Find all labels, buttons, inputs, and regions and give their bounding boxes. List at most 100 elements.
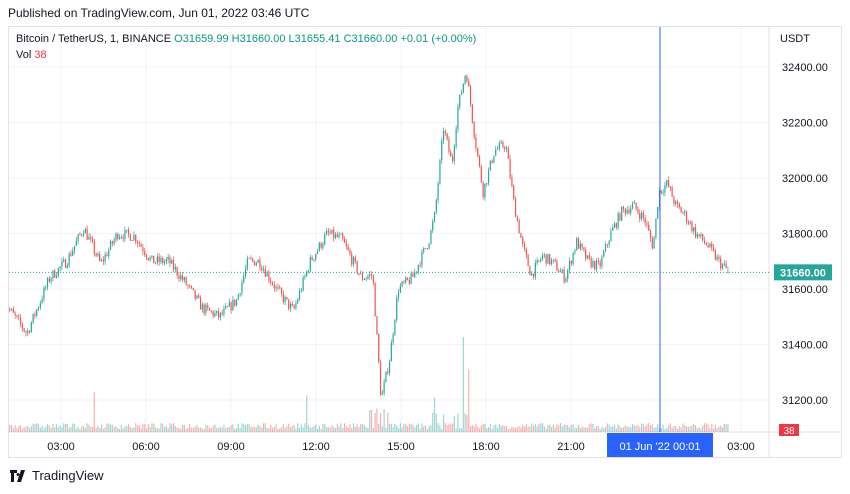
candle[interactable] xyxy=(475,133,477,152)
candle[interactable] xyxy=(183,276,185,283)
candle[interactable] xyxy=(518,218,520,234)
candle[interactable] xyxy=(55,271,58,279)
candle[interactable] xyxy=(108,247,110,260)
candle[interactable] xyxy=(642,210,644,221)
candle[interactable] xyxy=(675,199,677,206)
candle[interactable] xyxy=(450,149,452,157)
candle[interactable] xyxy=(208,307,211,311)
candle[interactable] xyxy=(401,280,403,288)
candle[interactable] xyxy=(392,331,394,346)
candle[interactable] xyxy=(579,240,581,252)
candle[interactable] xyxy=(466,74,468,83)
candle[interactable] xyxy=(331,229,333,235)
candle[interactable] xyxy=(309,254,311,273)
candle[interactable] xyxy=(433,211,436,223)
candle[interactable] xyxy=(320,241,322,250)
candle[interactable] xyxy=(556,258,558,272)
candle[interactable] xyxy=(282,290,284,305)
candle[interactable] xyxy=(630,204,632,216)
candle[interactable] xyxy=(651,235,653,250)
candle[interactable] xyxy=(603,249,605,258)
candle[interactable] xyxy=(318,241,320,252)
candle[interactable] xyxy=(46,276,49,291)
candle[interactable] xyxy=(495,145,497,157)
candle[interactable] xyxy=(212,310,214,319)
candle[interactable] xyxy=(687,219,689,226)
candle[interactable] xyxy=(259,256,261,272)
candle[interactable] xyxy=(572,252,574,267)
candle[interactable] xyxy=(424,248,427,249)
candle[interactable] xyxy=(228,298,230,307)
legend-symbol[interactable]: Bitcoin / TetherUS, 1, BINANCE xyxy=(16,33,172,45)
candle[interactable] xyxy=(538,259,540,263)
candle[interactable] xyxy=(70,250,72,257)
candle[interactable] xyxy=(244,264,247,279)
candle[interactable] xyxy=(522,235,524,248)
candle[interactable] xyxy=(187,283,189,290)
candle[interactable] xyxy=(315,253,317,262)
candle[interactable] xyxy=(221,309,223,316)
candle[interactable] xyxy=(509,155,511,180)
candle[interactable] xyxy=(608,239,610,249)
candle[interactable] xyxy=(696,232,698,240)
candle[interactable] xyxy=(523,241,526,252)
candle[interactable] xyxy=(302,275,304,292)
candle[interactable] xyxy=(104,251,106,265)
candle[interactable] xyxy=(559,267,562,273)
candle[interactable] xyxy=(160,255,162,265)
candle[interactable] xyxy=(246,255,248,271)
candle[interactable] xyxy=(585,247,587,262)
candle[interactable] xyxy=(327,227,329,236)
candle[interactable] xyxy=(210,309,212,314)
candle[interactable] xyxy=(95,252,97,258)
candle[interactable] xyxy=(232,295,234,312)
candle[interactable] xyxy=(313,258,315,262)
candle[interactable] xyxy=(307,269,310,274)
candle[interactable] xyxy=(138,240,140,247)
candle[interactable] xyxy=(442,127,445,145)
candle[interactable] xyxy=(304,273,306,281)
candle[interactable] xyxy=(545,254,547,267)
candle[interactable] xyxy=(149,255,151,262)
candle[interactable] xyxy=(486,182,488,187)
candle[interactable] xyxy=(306,270,308,277)
candle[interactable] xyxy=(196,294,198,300)
candle[interactable] xyxy=(322,241,324,251)
candle[interactable] xyxy=(714,248,716,261)
candle[interactable] xyxy=(671,185,673,198)
candle[interactable] xyxy=(201,302,203,313)
candle[interactable] xyxy=(707,242,709,249)
candle[interactable] xyxy=(444,128,446,136)
candle[interactable] xyxy=(414,268,416,279)
candle[interactable] xyxy=(592,258,594,269)
candle[interactable] xyxy=(198,292,200,299)
candle[interactable] xyxy=(345,239,347,250)
candle[interactable] xyxy=(190,285,193,290)
candle[interactable] xyxy=(324,231,326,246)
candle[interactable] xyxy=(297,297,299,305)
candle[interactable] xyxy=(390,339,392,362)
candle[interactable] xyxy=(174,263,176,273)
candle[interactable] xyxy=(468,78,470,87)
candle[interactable] xyxy=(500,139,502,144)
candle[interactable] xyxy=(577,237,580,249)
candle[interactable] xyxy=(165,256,167,265)
candle[interactable] xyxy=(351,250,353,267)
candle[interactable] xyxy=(19,314,22,328)
candle[interactable] xyxy=(446,132,448,141)
candle[interactable] xyxy=(279,284,281,290)
candle[interactable] xyxy=(648,221,650,232)
candle[interactable] xyxy=(295,300,297,311)
candle[interactable] xyxy=(82,230,85,238)
candle[interactable] xyxy=(39,300,41,310)
candle[interactable] xyxy=(685,210,688,226)
candle[interactable] xyxy=(520,232,522,238)
candle[interactable] xyxy=(417,264,419,275)
candle[interactable] xyxy=(669,185,671,192)
candle[interactable] xyxy=(394,318,396,336)
candle[interactable] xyxy=(340,232,342,235)
candle[interactable] xyxy=(381,389,383,395)
candle[interactable] xyxy=(480,164,482,183)
candle[interactable] xyxy=(311,255,313,261)
candle[interactable] xyxy=(133,231,135,241)
